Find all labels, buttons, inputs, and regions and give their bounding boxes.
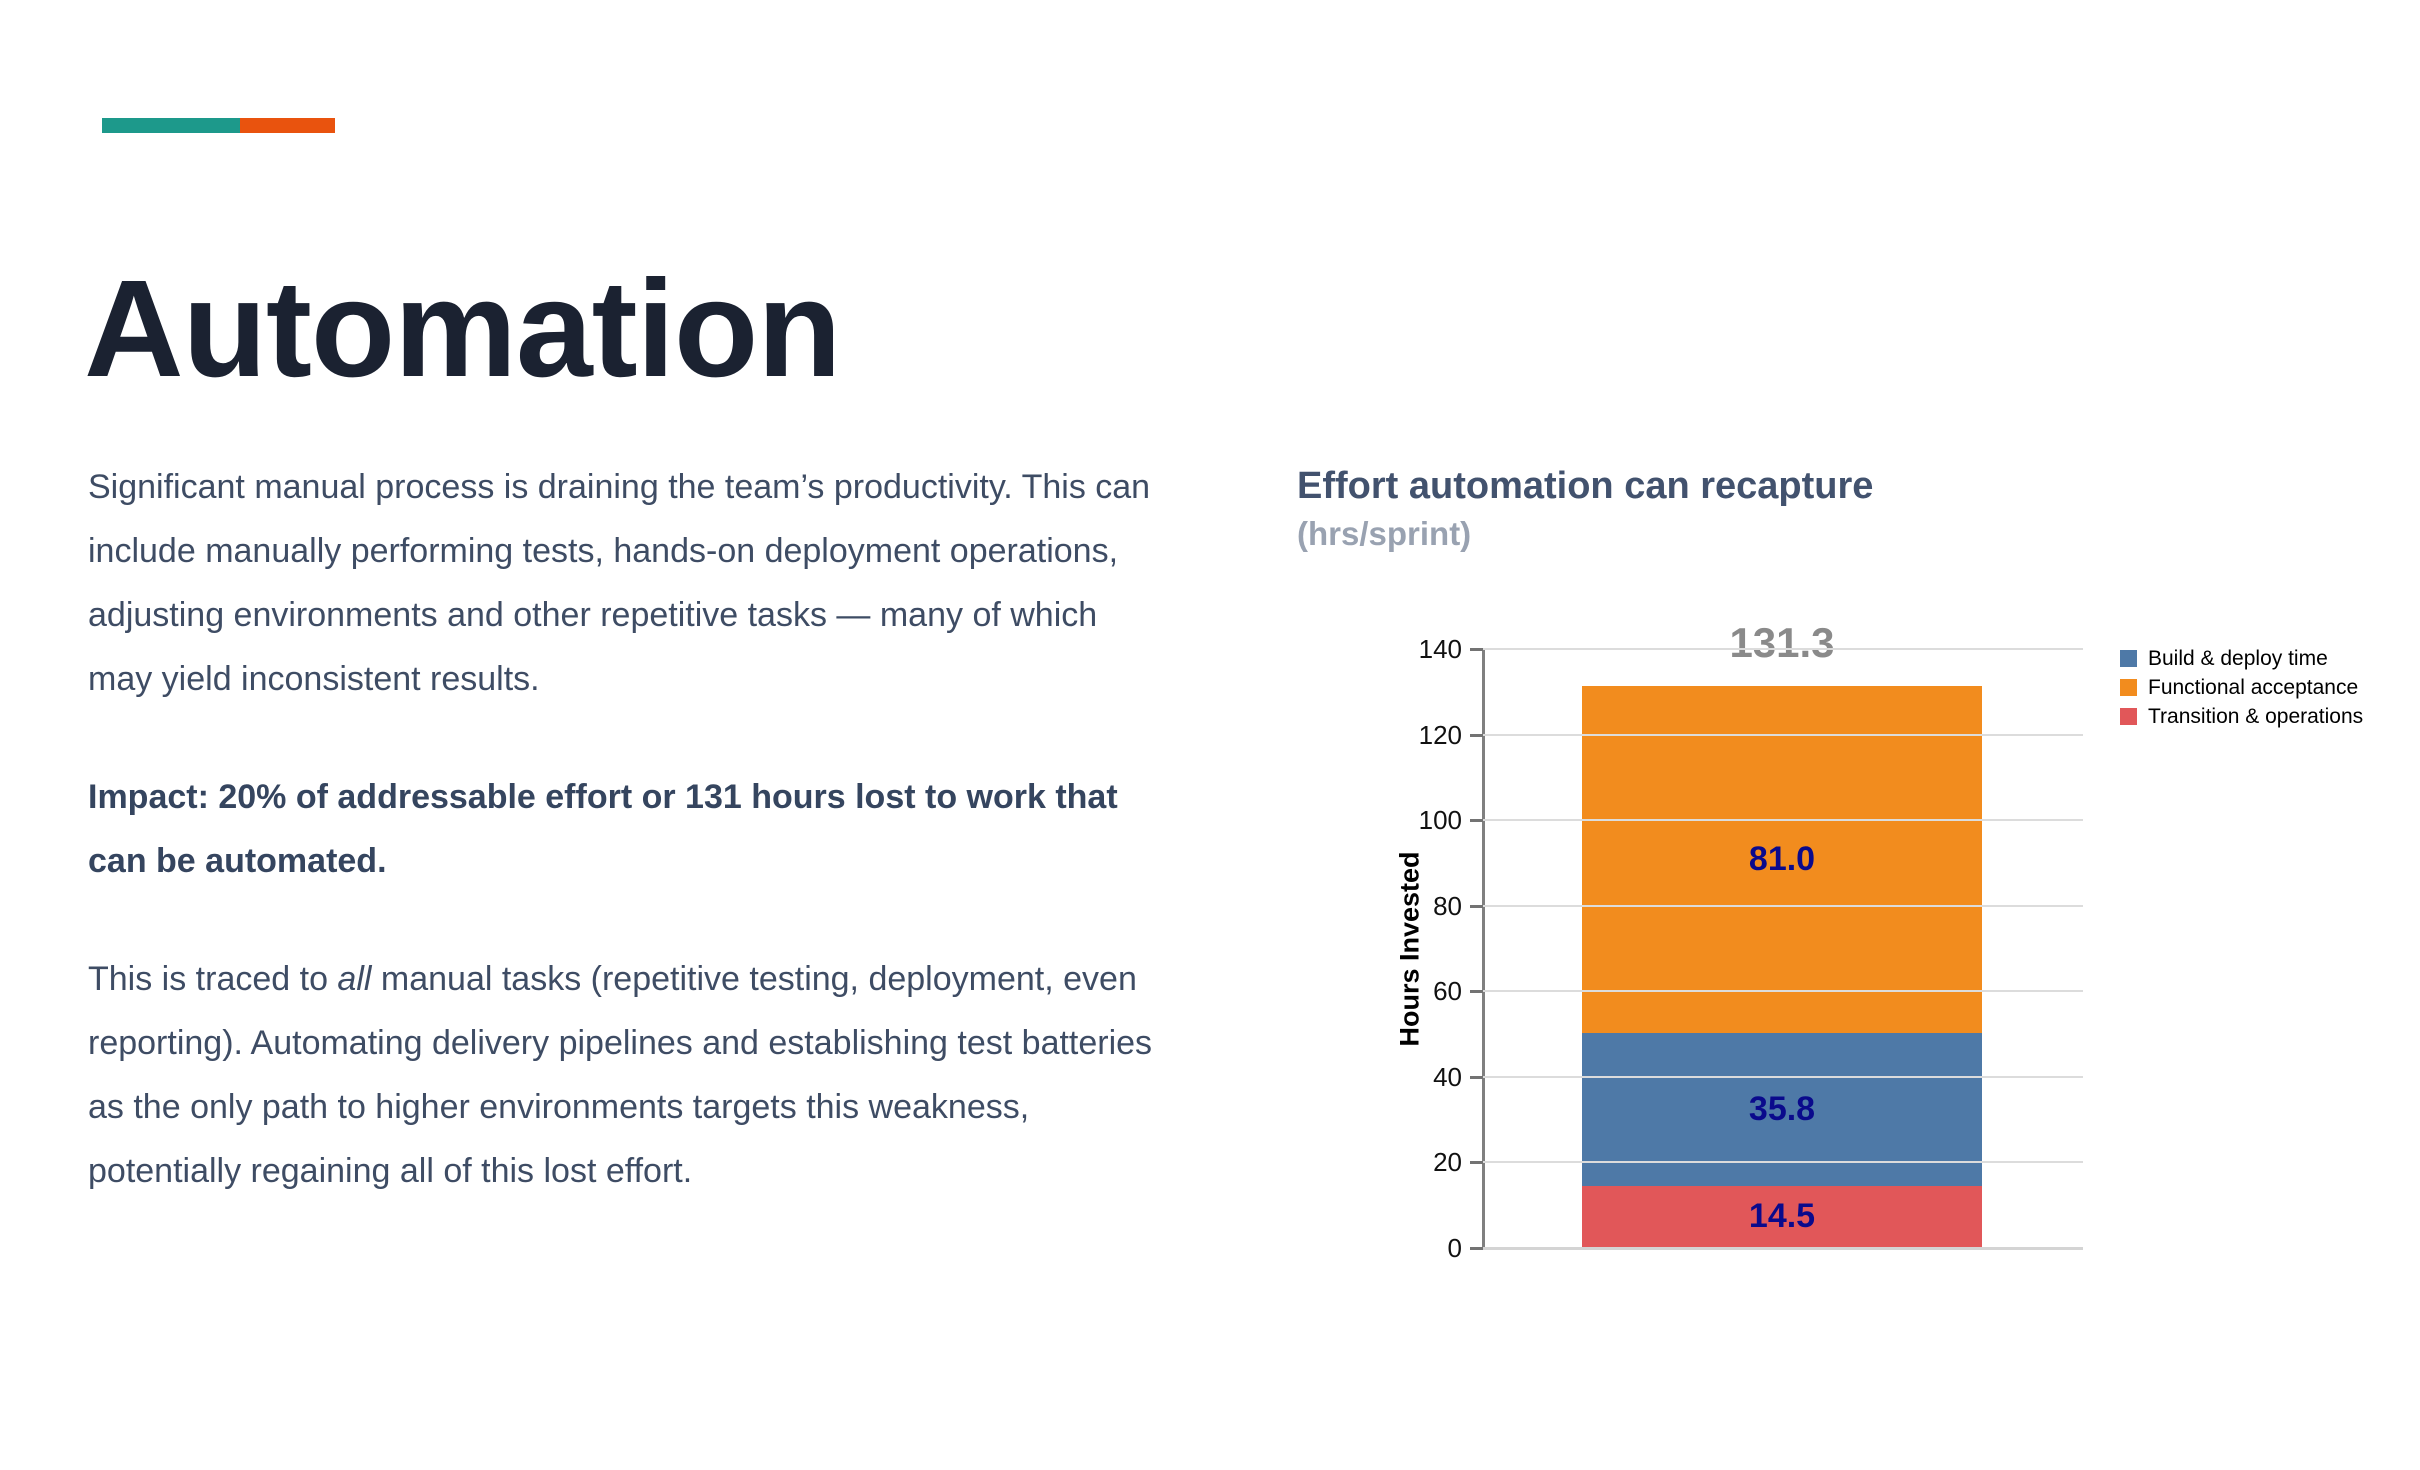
legend-item: Functional acceptance [2120, 677, 2363, 698]
remedy-text-after: manual tasks (repetitive testing, deploy… [88, 960, 1153, 1190]
paragraph-remedy: This is traced to all manual tasks (repe… [88, 947, 1163, 1203]
y-tick-label: 100 [1418, 805, 1462, 836]
y-tick-mark [1470, 819, 1483, 823]
x-axis-baseline [1482, 1247, 2083, 1250]
slide-title: Automation [84, 252, 842, 407]
accent-divider-bar [102, 118, 335, 133]
bar-segment: 35.8 [1582, 1032, 1982, 1186]
legend-swatch [2120, 650, 2137, 667]
paragraph-impact-statement: Impact: 20% of addressable effort or 131… [88, 778, 1118, 880]
gridline [1482, 733, 2083, 736]
y-axis-title: Hours Invested [1394, 850, 1425, 1047]
paragraph-problem: Significant manual process is draining t… [88, 468, 1151, 698]
y-tick-mark [1470, 904, 1483, 908]
y-tick-mark [1470, 1247, 1483, 1250]
y-tick-label: 20 [1433, 1147, 1462, 1178]
gridline [1482, 819, 2083, 822]
stacked-bar: 14.5 35.8 81.0 [1582, 649, 1982, 1248]
bar-segment-value-label: 14.5 [1748, 1197, 1816, 1236]
body-text-column: Significant manual process is draining t… [88, 455, 1163, 1257]
y-tick-label: 140 [1418, 634, 1462, 664]
chart-subtitle: (hrs/sprint) [1297, 515, 1472, 552]
y-axis-line [1482, 649, 1485, 1250]
bar-segment: 81.0 [1582, 686, 1982, 1033]
bar-total-value-label: 131.3 [1729, 619, 1835, 666]
y-tick-mark [1470, 990, 1483, 994]
gridline [1482, 1161, 2083, 1164]
bar-segment-value-label: 35.8 [1748, 1089, 1816, 1128]
legend-item: Build & deploy time [2120, 648, 2363, 669]
accent-divider-teal-segment [102, 118, 240, 133]
accent-divider-orange-segment [240, 118, 335, 133]
gridline [1482, 904, 2083, 907]
y-tick-label: 0 [1447, 1233, 1462, 1263]
remedy-text-before: This is traced to [88, 960, 338, 998]
legend-swatch [2120, 708, 2137, 725]
remedy-text-italic: all [337, 960, 372, 998]
y-tick-mark [1470, 648, 1483, 651]
legend-item: Transition & operations [2120, 706, 2363, 727]
y-tick-mark [1470, 1161, 1483, 1165]
y-tick-mark [1470, 733, 1483, 737]
bar-segment-value-label: 81.0 [1748, 840, 1816, 879]
legend-label: Functional acceptance [2148, 676, 2359, 699]
gridline [1482, 990, 2083, 993]
legend-swatch [2120, 679, 2137, 696]
y-tick-mark [1470, 1075, 1483, 1079]
y-tick-label: 60 [1433, 976, 1462, 1007]
chart-legend: Build & deploy time Functional acceptance… [2120, 648, 2363, 735]
y-tick-label: 80 [1433, 890, 1462, 921]
legend-label: Transition & operations [2148, 705, 2364, 728]
bar-segment: 14.5 [1582, 1185, 1982, 1248]
legend-label: Build & deploy time [2148, 647, 2328, 670]
y-tick-label: 40 [1433, 1061, 1462, 1092]
y-tick-label: 120 [1418, 719, 1462, 750]
chart-title: Effort automation can recapture [1297, 465, 1874, 507]
gridline [1482, 1075, 2083, 1078]
plot-area: Hours Invested 14.5 35.8 81.0 131.3 0 20 40 6… [1395, 622, 2083, 1263]
gridline [1482, 648, 2083, 650]
